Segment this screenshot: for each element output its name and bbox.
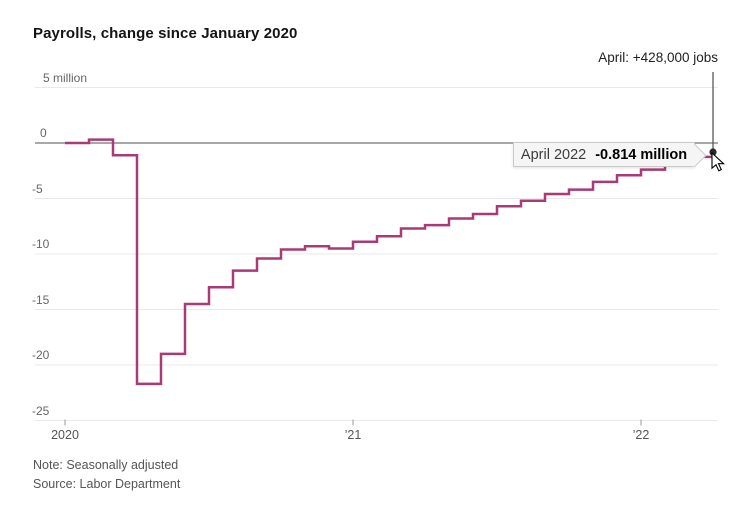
mouse-cursor-icon: [711, 152, 726, 172]
chart-note: Note: Seasonally adjusted: [33, 458, 179, 472]
tooltip-date: April 2022: [520, 146, 587, 163]
annotation-label: April: +428,000 jobs: [598, 50, 718, 65]
chart-title: Payrolls, change since January 2020: [33, 25, 298, 42]
chart-source: Source: Labor Department: [33, 476, 181, 491]
hover-tooltip: April 2022 -0.814 million: [513, 142, 707, 168]
payrolls-step-line: [65, 138, 715, 386]
tooltip-value: -0.814 million: [595, 146, 688, 163]
chart-footnotes: Note: Seasonally adjusted Source: Labor …: [33, 456, 180, 493]
end-point-marker: [709, 148, 717, 156]
